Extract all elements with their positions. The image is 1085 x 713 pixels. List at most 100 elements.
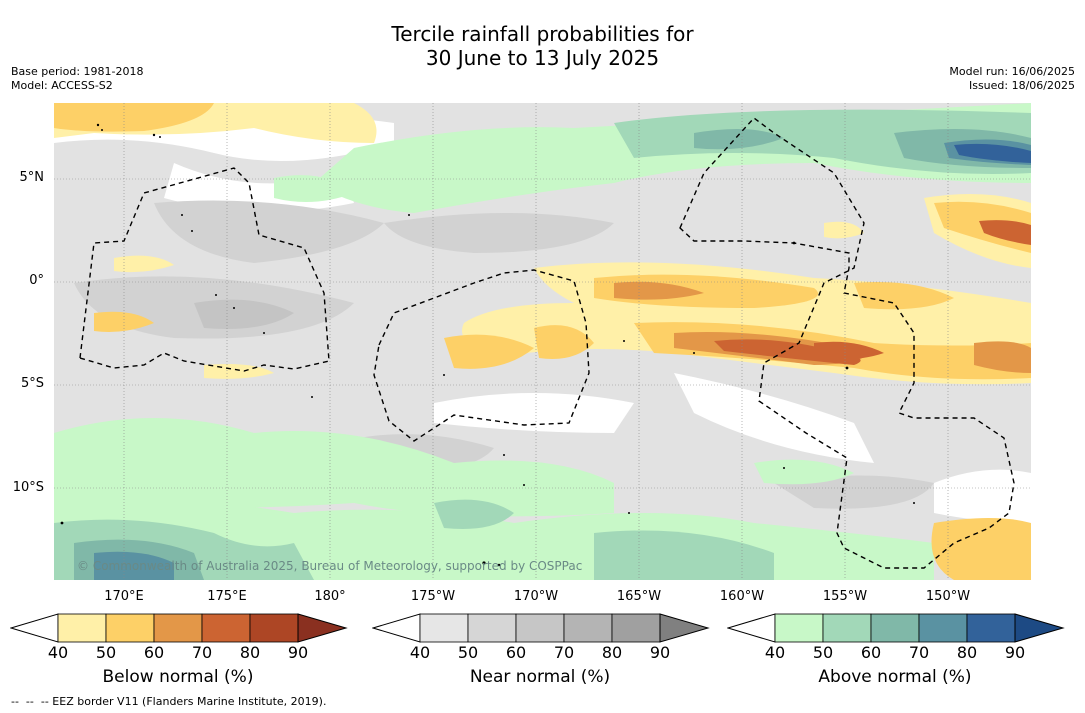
- colorbar-min-extension: [727, 613, 776, 643]
- colorbar-tick-label: 70: [553, 643, 575, 662]
- colorbar-title: Below normal (%): [102, 667, 254, 687]
- eez-footnote: -- -- -- EEZ border V11 (Flanders Marine…: [11, 695, 327, 708]
- colorbar-tick-label: 70: [908, 643, 930, 662]
- lon-tick-170e: 170°E: [104, 589, 144, 604]
- lat-tick-0: 0°: [29, 273, 44, 288]
- colorbar-tick-label: 40: [409, 643, 431, 662]
- colorbar-1: [10, 613, 348, 643]
- colorbar-segment: [774, 613, 824, 643]
- map-title: Tercile rainfall probabilities for 30 Ju…: [0, 22, 1085, 70]
- colorbar-tick-label: 90: [287, 643, 309, 662]
- below-normal-50: [854, 282, 954, 310]
- colorbar-segment: [419, 613, 469, 643]
- colorbar-title: Near normal (%): [469, 667, 611, 687]
- below-normal-60: [974, 341, 1031, 373]
- colorbar-tick-label: 80: [601, 643, 623, 662]
- white-patch: [434, 393, 634, 433]
- colorbar-segment: [611, 613, 661, 643]
- base-info: Base period: 1981-2018 Model: ACCESS-S2: [11, 65, 143, 93]
- colorbar-max-extension: [659, 613, 710, 643]
- colorbar-tick-label: 60: [143, 643, 165, 662]
- colorbar-tick-label: 40: [764, 643, 786, 662]
- colorbar-tick-label: 80: [239, 643, 261, 662]
- above-normal-40: [54, 418, 614, 517]
- lon-tick-170w: 170°W: [513, 589, 559, 604]
- colorbar-segment: [153, 613, 203, 643]
- below-normal-50: [444, 334, 534, 369]
- above-normal-80: [954, 143, 1031, 163]
- map-gridlines: [54, 103, 1031, 580]
- colorbar-segment: [966, 613, 1016, 643]
- colorbar-segment: [918, 613, 968, 643]
- base-period: Base period: 1981-2018: [11, 65, 144, 78]
- colorbar-title: Above normal (%): [818, 667, 972, 687]
- above-normal-40: [754, 459, 854, 485]
- colorbar-tick-label: 40: [47, 643, 69, 662]
- title-line-1: Tercile rainfall probabilities for: [391, 22, 694, 46]
- below-normal-70: [979, 220, 1031, 245]
- lon-tick-165w: 165°W: [616, 589, 662, 604]
- colorbar-segment: [57, 613, 107, 643]
- lon-tick-160w: 160°W: [719, 589, 765, 604]
- colorbar-3: [727, 613, 1065, 643]
- below-normal-70: [814, 341, 884, 360]
- colorbar-tick-label: 90: [649, 643, 671, 662]
- lon-tick-150w: 150°W: [925, 589, 971, 604]
- colorbar-min-extension: [10, 613, 59, 643]
- colorbar-segment: [515, 613, 565, 643]
- colorbar-segment: [822, 613, 872, 643]
- eez-borders: [79, 117, 1015, 569]
- rainfall-map: [54, 103, 1031, 580]
- colorbar-max-extension: [1014, 613, 1065, 643]
- near-normal-50: [774, 475, 934, 509]
- colorbar-tick-label: 80: [956, 643, 978, 662]
- near-normal-50: [384, 213, 614, 253]
- colorbar-tick-label: 50: [457, 643, 479, 662]
- colorbar-min-extension: [372, 613, 421, 643]
- colorbar-segment: [201, 613, 251, 643]
- colorbar-segment: [467, 613, 517, 643]
- lon-tick-175e: 175°E: [207, 589, 247, 604]
- title-line-2: 30 June to 13 July 2025: [425, 46, 660, 70]
- below-normal-50: [54, 103, 214, 132]
- white-patch: [674, 373, 874, 463]
- lat-tick-5s: 5°S: [20, 376, 44, 391]
- colorbar-tick-label: 60: [505, 643, 527, 662]
- issued-date: Issued: 18/06/2025: [968, 79, 1075, 92]
- above-normal-60: [694, 129, 784, 150]
- above-normal-70: [94, 551, 174, 580]
- colorbar-max-extension: [297, 613, 348, 643]
- below-normal-50: [534, 325, 594, 359]
- colorbar-tick-label: 90: [1004, 643, 1026, 662]
- near-normal-60: [194, 299, 294, 329]
- below-normal-50: [931, 518, 1031, 580]
- below-normal-40: [824, 221, 864, 239]
- model-name: Model: ACCESS-S2: [11, 79, 113, 92]
- above-normal-50: [434, 499, 514, 529]
- lon-tick-175w: 175°W: [410, 589, 456, 604]
- lat-tick-5n: 5°N: [19, 170, 45, 185]
- colorbar-tick-label: 60: [860, 643, 882, 662]
- colorbar-tick-label: 50: [95, 643, 117, 662]
- lon-tick-180: 180°: [314, 589, 346, 604]
- colorbar-segment: [563, 613, 613, 643]
- above-normal-40: [274, 175, 354, 202]
- lon-tick-155w: 155°W: [822, 589, 868, 604]
- above-normal-50: [594, 530, 774, 580]
- colorbar-segment: [105, 613, 155, 643]
- colorbar-tick-label: 50: [812, 643, 834, 662]
- below-normal-60: [614, 281, 704, 300]
- colorbar-2: [372, 613, 710, 643]
- colorbar-segment: [249, 613, 299, 643]
- copyright-notice: © Commonwealth of Australia 2025, Bureau…: [77, 559, 583, 573]
- map-canvas: [54, 103, 1031, 580]
- lat-tick-10s: 10°S: [12, 480, 44, 495]
- below-normal-50: [94, 311, 154, 332]
- model-run: Model run: 16/06/2025: [949, 65, 1075, 78]
- colorbar-tick-label: 70: [191, 643, 213, 662]
- white-patch: [934, 469, 1031, 523]
- run-info: Model run: 16/06/2025 Issued: 18/06/2025: [949, 65, 1075, 93]
- colorbar-segment: [870, 613, 920, 643]
- below-normal-40: [114, 255, 174, 273]
- near-normal-50: [154, 200, 384, 263]
